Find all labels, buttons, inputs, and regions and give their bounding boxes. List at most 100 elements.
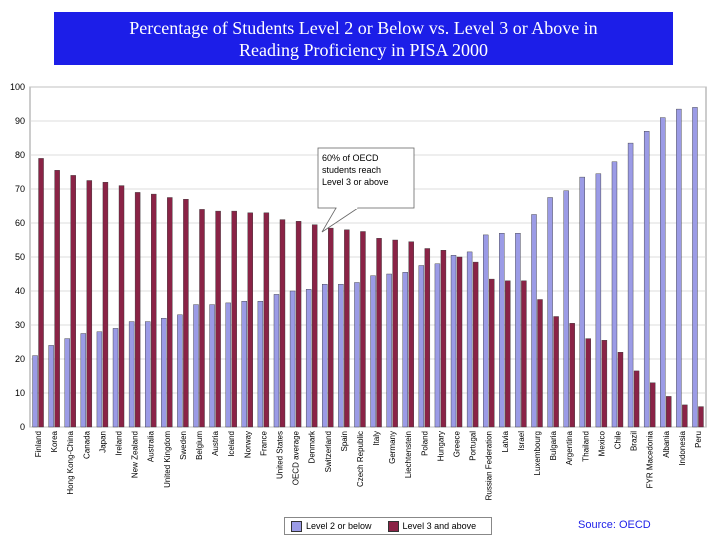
bar-level2 [289,290,296,428]
bar-level2 [241,300,247,428]
x-tick-label: Poland [420,431,429,456]
y-tick-label: 80 [15,150,25,160]
x-tick-label: United States [275,431,284,479]
bar-level3 [247,212,253,428]
bar-level2 [515,232,521,428]
bar-level2 [322,283,328,428]
bar-level3 [472,261,479,428]
bar-level2 [418,265,425,428]
bar-level3 [489,278,495,428]
bar-level3 [505,280,511,428]
x-tick-label: OECD average [292,430,301,485]
y-tick-label: 90 [15,116,25,126]
bar-level2 [161,317,167,428]
bar-level2 [643,131,650,428]
bar-level3 [295,221,302,428]
x-tick-label: Germany [388,431,397,464]
y-tick-label: 30 [15,320,25,330]
bar-level2 [466,251,473,428]
x-tick-label: Mexico [597,430,606,456]
x-tick-label: Ireland [115,431,124,455]
bar-level2 [386,273,392,428]
x-tick-label: Finland [34,431,43,457]
y-tick-label: 60 [15,218,25,228]
x-tick-label: Chile [613,430,622,449]
x-tick-label: Denmark [308,430,317,463]
bar-level3 [118,185,125,428]
bar-level3 [70,175,76,428]
bar-chart: 0 10 20 30 40 50 60 70 80 90 100 Finland Korea Hong K… [10,82,707,500]
legend-label-level2: Level 2 or below [306,521,372,531]
x-tick-label: New Zealand [131,431,140,478]
bar-level2 [257,300,264,428]
bar-level2 [177,314,183,428]
bar-level2 [96,331,103,428]
legend-item-level2: Level 2 or below [291,520,372,532]
bar-level3 [215,210,221,428]
x-tick-label: Korea [50,430,59,452]
bar-level3 [633,370,640,428]
x-tick-label: Japan [98,431,107,453]
y-tick-label: 70 [15,184,25,194]
bar-level3 [569,323,575,428]
x-tick-label: Thailand [581,431,590,462]
bar-level3 [601,340,608,428]
bar-level2 [483,234,489,428]
annotation-box [317,147,415,209]
bar-level2 [434,263,441,428]
x-tick-label: Portugal [469,431,478,461]
bar-level2 [547,197,553,428]
bar-level3 [585,338,591,428]
bar-level2 [627,142,634,428]
x-tick-label: Latvia [501,430,510,452]
x-tick-label: Luxembourg [533,431,542,475]
bar-level3 [553,316,559,428]
bar-level3 [344,229,350,428]
bar-level2 [660,117,666,428]
bar-level2 [80,333,87,428]
x-tick-label: France [259,430,268,455]
bar-level3 [279,219,286,428]
bar-level3 [666,396,672,428]
bar-level3 [392,239,398,428]
bar-level3 [698,406,704,428]
legend-item-level3: Level 3 and above [387,520,477,532]
y-tick-label: 40 [15,286,25,296]
y-tick-label: 50 [15,252,25,262]
bar-level2 [64,338,70,428]
bar-level3 [521,280,527,428]
x-tick-label: United Kingdom [163,431,172,488]
bar-level3 [408,241,414,428]
legend-label-level3: Level 3 and above [402,521,477,531]
bar-level3 [328,227,334,428]
x-tick-label: Switzerland [324,431,333,472]
chart-title: Percentage of Students Level 2 or Below … [54,12,673,65]
bar-level2 [402,272,408,428]
bar-level2 [305,289,312,428]
x-tick-label: Indonesia [678,430,687,465]
legend-swatch-level3 [387,520,399,532]
bar-level3 [376,238,382,428]
x-tick-label: Canada [82,430,91,459]
bar-level2 [531,214,537,428]
bar-level2 [225,302,231,428]
bar-level3 [537,299,543,428]
bar-level3 [54,170,60,428]
bar-level3 [263,212,270,428]
bar-level3 [440,249,447,428]
bar-level3 [199,209,205,428]
bar-level3 [167,197,173,428]
x-tick-label: Albania [662,430,671,457]
bar-level2 [48,345,54,428]
bar-level2 [611,161,618,428]
x-tick-label: Hong Kong-China [66,430,75,494]
bar-level3 [649,382,656,428]
bar-level2 [193,304,199,428]
bar-level3 [311,224,318,428]
bar-level3 [360,231,366,428]
annotation-line: Level 3 or above [322,177,389,187]
bar-level3 [183,198,189,428]
bar-level2 [499,232,505,428]
bar-level2 [32,355,38,428]
bar-level3 [86,180,93,428]
